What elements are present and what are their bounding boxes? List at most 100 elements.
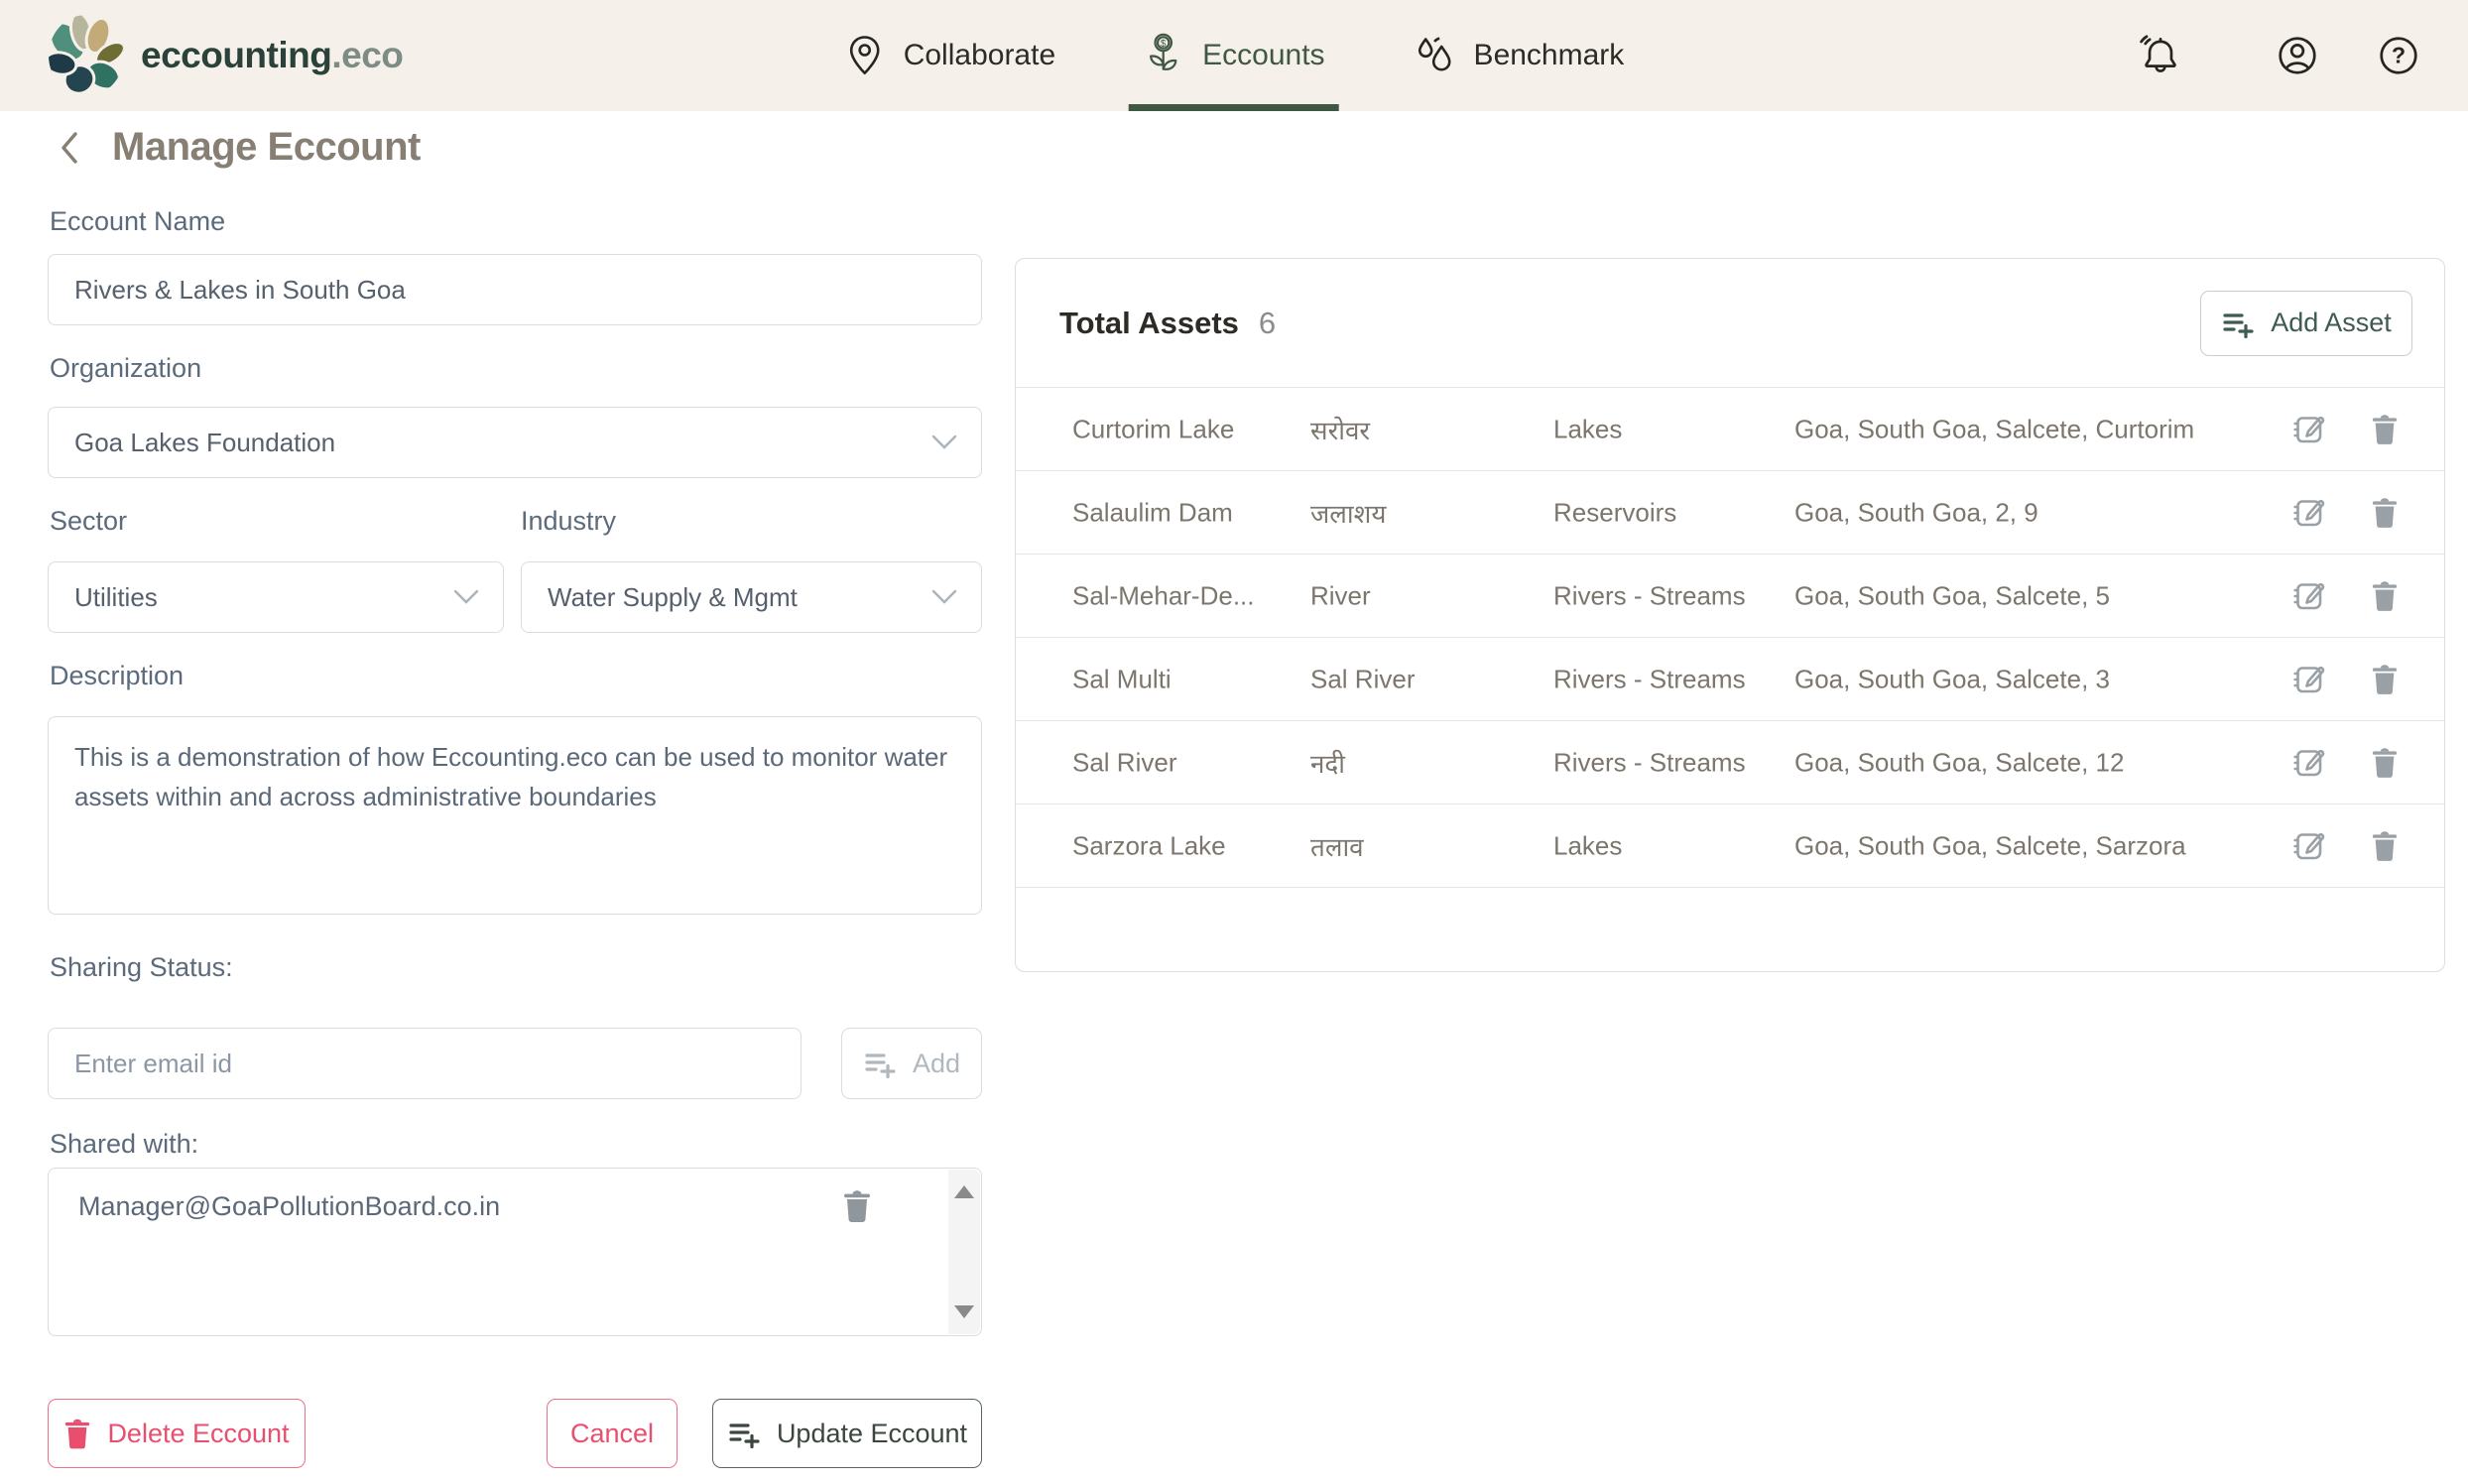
add-asset-button[interactable]: Add Asset bbox=[2200, 290, 2412, 356]
remove-shared-button[interactable] bbox=[842, 1188, 872, 1224]
page-title-row: Manage Eccount bbox=[55, 125, 421, 170]
delete-asset-button[interactable] bbox=[2371, 746, 2399, 779]
asset-local-name: जलाशय bbox=[1310, 498, 1387, 529]
industry-select[interactable]: Water Supply & Mgmt bbox=[521, 561, 982, 633]
nav-tab-collaborate[interactable]: Collaborate bbox=[838, 0, 1061, 111]
description-textarea[interactable]: This is a demonstration of how Eccountin… bbox=[48, 716, 982, 915]
asset-type: Rivers - Streams bbox=[1553, 580, 1746, 610]
edit-note-icon bbox=[2290, 576, 2330, 616]
delete-eccount-button[interactable]: Delete Eccount bbox=[48, 1399, 306, 1468]
add-share-label: Add bbox=[912, 1048, 961, 1078]
asset-type: Reservoirs bbox=[1553, 497, 1677, 527]
question-circle-icon[interactable]: ? bbox=[2377, 34, 2420, 77]
update-eccount-button[interactable]: Update Eccount bbox=[712, 1399, 982, 1468]
edit-note-icon bbox=[2290, 743, 2330, 783]
asset-location: Goa, South Goa, Salcete, Sarzora bbox=[1794, 830, 2186, 860]
app-header: eccounting.eco Collaborate $ bbox=[0, 0, 2468, 111]
industry-value: Water Supply & Mgmt bbox=[548, 581, 798, 612]
edit-asset-button[interactable] bbox=[2290, 410, 2330, 449]
add-share-button[interactable]: Add bbox=[841, 1028, 982, 1099]
trash-icon bbox=[2371, 413, 2399, 445]
cancel-label: Cancel bbox=[569, 1418, 655, 1448]
scroll-up-icon[interactable] bbox=[954, 1185, 974, 1198]
asset-local-name: नदी bbox=[1310, 748, 1345, 779]
form-buttons: Delete Eccount Cancel Update Eccount bbox=[48, 1399, 982, 1468]
trash-icon bbox=[842, 1188, 872, 1224]
back-button[interactable] bbox=[55, 126, 84, 170]
edit-note-icon bbox=[2290, 660, 2330, 699]
asset-location: Goa, South Goa, Salcete, Curtorim bbox=[1794, 414, 2195, 443]
chevron-down-icon bbox=[931, 589, 957, 605]
edit-asset-button[interactable] bbox=[2290, 660, 2330, 699]
shared-email: Manager@GoaPollutionBoard.co.in bbox=[78, 1190, 501, 1221]
nav-label: Eccounts bbox=[1202, 39, 1325, 71]
brand-wordmark: eccounting.eco bbox=[141, 35, 404, 75]
asset-name: Sarzora Lake bbox=[1072, 830, 1226, 860]
asset-type: Rivers - Streams bbox=[1553, 664, 1746, 693]
asset-name: Sal-Mehar-De... bbox=[1072, 580, 1255, 610]
map-pin-icon bbox=[844, 33, 886, 78]
trash-icon bbox=[2371, 663, 2399, 695]
sector-select[interactable]: Utilities bbox=[48, 561, 504, 633]
asset-row: Sal Multi Sal River Rivers - Streams Goa… bbox=[1016, 638, 2444, 721]
asset-row: Curtorim Lake सरोवर Lakes Goa, South Goa… bbox=[1016, 388, 2444, 471]
chevron-down-icon bbox=[453, 589, 479, 605]
asset-location: Goa, South Goa, Salcete, 5 bbox=[1794, 580, 2110, 610]
edit-asset-button[interactable] bbox=[2290, 576, 2330, 616]
asset-name: Sal Multi bbox=[1072, 664, 1172, 693]
cancel-button[interactable]: Cancel bbox=[547, 1399, 678, 1468]
edit-asset-button[interactable] bbox=[2290, 493, 2330, 533]
edit-note-icon bbox=[2290, 493, 2330, 533]
user-circle-icon[interactable] bbox=[2276, 34, 2319, 77]
asset-local-name: Sal River bbox=[1310, 664, 1416, 693]
shared-with-label: Shared with: bbox=[50, 1129, 199, 1159]
asset-row: Sarzora Lake तलाव Lakes Goa, South Goa, … bbox=[1016, 804, 2444, 888]
bell-icon[interactable] bbox=[2137, 32, 2184, 79]
primary-nav: Collaborate $ Eccounts bbox=[838, 0, 1631, 111]
scroll-down-icon[interactable] bbox=[954, 1305, 974, 1318]
playlist-add-icon bbox=[2221, 308, 2255, 339]
edit-asset-button[interactable] bbox=[2290, 743, 2330, 783]
delete-asset-button[interactable] bbox=[2371, 663, 2399, 695]
page-title: Manage Eccount bbox=[112, 125, 421, 169]
edit-asset-button[interactable] bbox=[2290, 826, 2330, 866]
eccount-name-input[interactable] bbox=[48, 254, 982, 325]
delete-asset-button[interactable] bbox=[2371, 413, 2399, 445]
update-eccount-label: Update Eccount bbox=[776, 1418, 968, 1448]
asset-location: Goa, South Goa, Salcete, 12 bbox=[1794, 747, 2125, 777]
playlist-add-icon bbox=[863, 1048, 897, 1079]
assets-header: Total Assets 6 Add Asset bbox=[1016, 259, 2444, 388]
add-asset-label: Add Asset bbox=[2271, 308, 2392, 337]
scrollbar[interactable] bbox=[948, 1170, 980, 1334]
asset-row: Salaulim Dam जलाशय Reservoirs Goa, South… bbox=[1016, 471, 2444, 555]
edit-note-icon bbox=[2290, 826, 2330, 866]
industry-label: Industry bbox=[521, 506, 617, 536]
asset-location: Goa, South Goa, Salcete, 3 bbox=[1794, 664, 2110, 693]
delete-asset-button[interactable] bbox=[2371, 579, 2399, 612]
asset-location: Goa, South Goa, 2, 9 bbox=[1794, 497, 2038, 527]
main-content: Manage Eccount Eccount Name Organization… bbox=[0, 111, 2468, 1484]
trash-icon bbox=[2371, 496, 2399, 529]
nav-tab-eccounts[interactable]: $ Eccounts bbox=[1129, 0, 1339, 111]
asset-name: Sal River bbox=[1072, 747, 1177, 777]
delete-eccount-label: Delete Eccount bbox=[107, 1418, 290, 1448]
brand[interactable]: eccounting.eco bbox=[48, 14, 404, 97]
nav-tab-benchmark[interactable]: Benchmark bbox=[1407, 0, 1631, 111]
svg-text:$: $ bbox=[1161, 39, 1167, 50]
share-email-input[interactable] bbox=[48, 1028, 802, 1099]
organization-select[interactable]: Goa Lakes Foundation bbox=[48, 407, 982, 478]
chevron-left-icon bbox=[59, 130, 80, 166]
chevron-down-icon bbox=[931, 434, 957, 450]
sector-value: Utilities bbox=[74, 581, 158, 612]
delete-asset-button[interactable] bbox=[2371, 496, 2399, 529]
water-drops-icon bbox=[1413, 33, 1456, 78]
delete-asset-button[interactable] bbox=[2371, 829, 2399, 862]
shared-entry: Manager@GoaPollutionBoard.co.in bbox=[78, 1188, 872, 1224]
edit-note-icon bbox=[2290, 410, 2330, 449]
trash-icon bbox=[2371, 829, 2399, 862]
playlist-add-icon bbox=[727, 1418, 761, 1449]
assets-title: Total Assets bbox=[1059, 305, 1239, 340]
trash-icon bbox=[63, 1418, 91, 1450]
asset-row: Sal River नदी Rivers - Streams Goa, Sout… bbox=[1016, 721, 2444, 804]
asset-local-name: River bbox=[1310, 580, 1371, 610]
